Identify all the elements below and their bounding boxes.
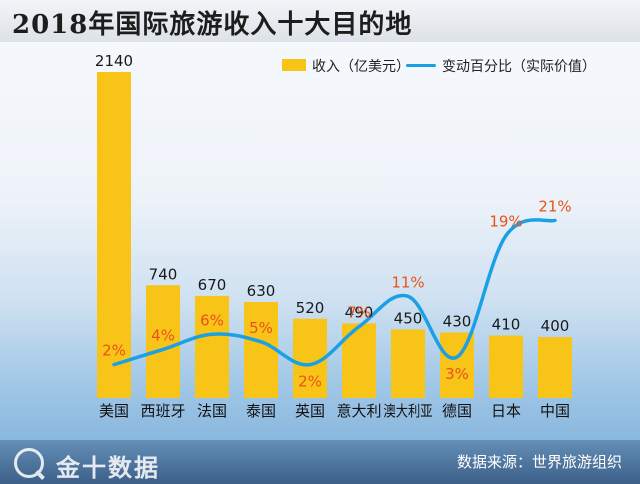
bar-value-label: 430	[443, 312, 472, 330]
percent-label: 4%	[151, 326, 175, 344]
bar-2	[195, 295, 229, 398]
percent-label: 5%	[249, 319, 273, 337]
bar-value-label: 450	[394, 309, 423, 327]
bar-value-label: 490	[345, 303, 374, 321]
percent-label: 2%	[102, 342, 126, 360]
bar-9	[538, 337, 572, 398]
category-label: 德国	[442, 402, 472, 420]
bar-value-label: 740	[149, 265, 178, 283]
brand-logo-icon	[14, 448, 44, 478]
bar-value-label: 410	[492, 316, 521, 334]
category-label: 英国	[295, 402, 325, 420]
percent-label: 6%	[200, 311, 224, 329]
legend-bar-label: 收入（亿美元）	[312, 59, 410, 75]
bar-value-label: 630	[247, 282, 276, 300]
category-label: 美国	[99, 402, 129, 420]
percent-label: 19%	[489, 213, 522, 231]
percent-label: 21%	[538, 197, 571, 215]
brand-name: 金十数据	[56, 454, 160, 482]
bar-value-label: 670	[198, 276, 227, 294]
bar-value-label: 400	[541, 317, 570, 335]
title-bar: 2018年国际旅游收入十大目的地	[0, 0, 640, 42]
percent-label: 7%	[347, 304, 371, 322]
bar-6	[391, 329, 425, 398]
chart-title: 2018年国际旅游收入十大目的地	[12, 10, 413, 40]
category-label: 澳大利亚	[383, 403, 432, 420]
percent-label: 2%	[298, 373, 322, 391]
category-label: 法国	[197, 402, 227, 420]
bar-0	[97, 72, 131, 398]
category-label: 中国	[540, 402, 570, 420]
percent-label: 3%	[445, 365, 469, 383]
category-label: 西班牙	[140, 402, 185, 420]
bar-1	[146, 285, 180, 398]
legend-line-swatch	[406, 64, 436, 67]
category-label: 泰国	[246, 402, 276, 420]
bar-value-label: 2140	[95, 52, 133, 70]
legend-bar-swatch	[282, 59, 306, 71]
percent-label: 11%	[391, 273, 424, 291]
footer: 金十数据 数据来源：世界旅游组织	[0, 440, 640, 484]
change-percent-line	[112, 217, 557, 367]
data-source: 数据来源：世界旅游组织	[456, 453, 622, 471]
category-label: 意大利	[336, 402, 381, 420]
legend-line-label: 变动百分比（实际价值）	[442, 59, 596, 75]
bar-8	[489, 335, 523, 398]
bar-3	[244, 302, 278, 398]
category-label: 日本	[491, 402, 521, 420]
bar-value-label: 520	[296, 299, 325, 317]
